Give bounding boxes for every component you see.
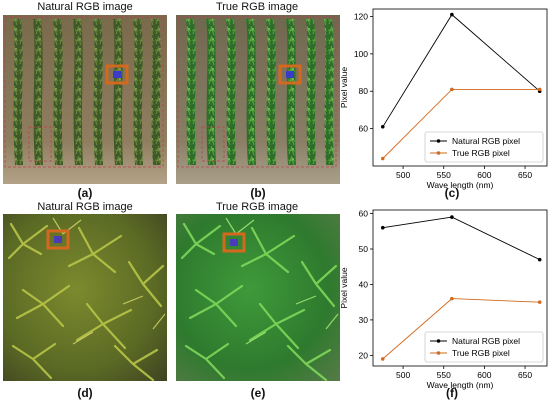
chart-c-series-0-point	[450, 12, 454, 17]
chart-f-ytick-label: 20	[359, 350, 369, 360]
field-true-rgb-image	[176, 15, 340, 184]
chart-c-xlabel: Wave length (nm)	[427, 180, 494, 190]
chart-c-legend-marker-1	[436, 151, 441, 155]
closeup-true-rgb-image	[176, 214, 340, 381]
chart-c-xtick-label: 600	[477, 170, 491, 180]
panel-e-title: True RGB image	[215, 201, 299, 213]
chart-f-ytick-label: 50	[359, 244, 369, 254]
chart-f-series-1-point	[380, 357, 385, 361]
chart-f-legend-label-0: Natural RGB pixel	[452, 336, 520, 346]
chart-c-legend	[424, 131, 544, 163]
chart-c-xtick-label: 550	[437, 170, 451, 180]
chart-c-legend-marker-0	[436, 139, 441, 143]
panel-c-caption: (c)	[444, 186, 460, 200]
field-natural-rgb-image	[3, 15, 167, 184]
chart-f-xtick-label: 650	[518, 370, 532, 380]
chart-f-legend	[424, 331, 544, 363]
chart-c-legend-label-0: Natural RGB pixel	[452, 136, 520, 146]
chart-f-ytick-label: 30	[359, 315, 369, 325]
panel-d-caption: (d)	[77, 386, 93, 400]
chart-c-series-1-point	[380, 156, 385, 161]
chart-f-ytick-label: 40	[359, 279, 369, 289]
chart-f-xtick-label: 550	[437, 370, 451, 380]
panel-b-title: True RGB image	[215, 1, 299, 13]
chart-f-series-0-line	[382, 216, 540, 261]
chart-f-xlabel: Wave length (nm)	[427, 380, 494, 390]
chart-f-legend-marker-1	[436, 351, 441, 355]
chart-c-series-1-point	[450, 87, 454, 92]
panel-b-caption: (b)	[250, 186, 266, 200]
panel-a-caption: (a)	[77, 186, 93, 200]
chart-c-ytick-label: 80	[359, 86, 369, 96]
chart-f-ytick-label: 60	[359, 209, 369, 219]
chart-c-series-1-point	[537, 87, 542, 92]
chart-f-series-1-point	[450, 296, 454, 301]
chart-f-ylabel: Pixel value	[339, 267, 349, 308]
closeup-natural-rgb-image	[3, 214, 167, 381]
chart-f-legend-marker-0	[436, 339, 441, 343]
chart-f-frame	[372, 209, 548, 367]
panel-e-caption: (e)	[250, 386, 266, 400]
chart-f-series-1-point	[537, 300, 542, 304]
chart-c-legend-label-1: True RGB pixel	[452, 148, 510, 158]
chart-c-ytick-label: 120	[354, 11, 368, 21]
chart-c-ytick-label: 100	[354, 49, 368, 59]
chart-f-series-0-point	[380, 225, 385, 230]
chart-c-ytick-label: 60	[359, 124, 369, 134]
panel-a-title: Natural RGB image	[37, 1, 133, 13]
chart-c-ylabel: Pixel value	[339, 67, 349, 108]
chart-c-xtick-label: 500	[396, 170, 410, 180]
chart-c-frame	[372, 8, 548, 167]
chart-f-series-0-point	[450, 215, 454, 219]
chart-c-series-0-point	[380, 124, 385, 129]
panel-d-title: Natural RGB image	[37, 201, 133, 213]
chart-f-series-0-point	[537, 257, 542, 262]
panel-f-caption: (f)	[446, 386, 458, 400]
chart-f-xtick-label: 600	[477, 370, 491, 380]
chart-c-xtick-label: 650	[518, 170, 532, 180]
chart-f-legend-label-1: True RGB pixel	[452, 348, 510, 358]
chart-f-xtick-label: 500	[396, 370, 410, 380]
